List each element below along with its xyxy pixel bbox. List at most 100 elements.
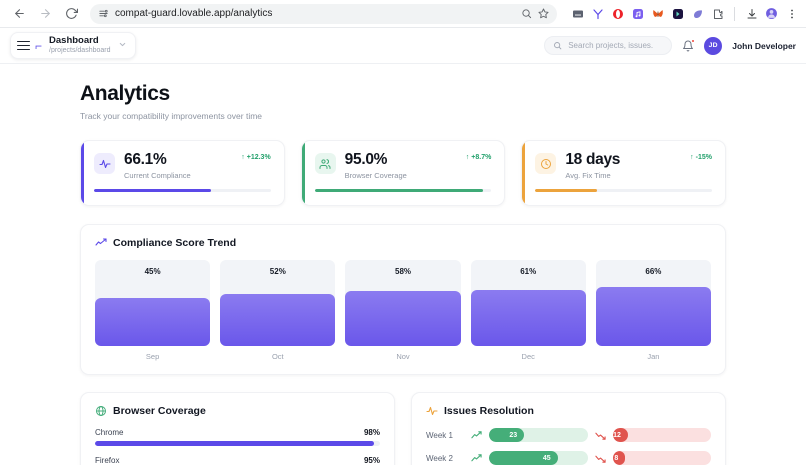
download-icon[interactable] bbox=[745, 7, 758, 20]
issue-week-label: Week 2 bbox=[426, 453, 453, 463]
trend-up-icon bbox=[471, 453, 482, 464]
trend-x-axis: Sep Oct Nov Dec Jan bbox=[95, 352, 711, 361]
stat-label: Current Compliance bbox=[124, 171, 191, 181]
address-bar[interactable]: compat-guard.lovable.app/analytics bbox=[90, 3, 557, 24]
notification-badge bbox=[691, 38, 696, 43]
search-input[interactable] bbox=[568, 41, 662, 50]
bookmark-star-icon[interactable] bbox=[538, 8, 549, 19]
trend-bar-nov[interactable]: 58% bbox=[345, 260, 461, 347]
project-path: /projects/dashboard bbox=[49, 47, 111, 55]
project-switcher[interactable]: ⌐ Dashboard /projects/dashboard bbox=[10, 31, 136, 60]
coverage-rows: Chrome 98% Firefox 95% bbox=[95, 428, 380, 465]
trend-bar-sep[interactable]: 45% bbox=[95, 260, 211, 347]
trend-bar-value: 52% bbox=[269, 267, 286, 277]
panel-title: Browser Coverage bbox=[113, 405, 206, 418]
issues-resolved-fill: 45 bbox=[489, 451, 558, 465]
app-header: ⌐ Dashboard /projects/dashboard JD John … bbox=[0, 28, 806, 64]
issues-opened-fill: 8 bbox=[612, 451, 626, 465]
stat-value: 18 days bbox=[565, 151, 621, 168]
trend-bar-fill bbox=[345, 291, 461, 347]
issues-resolved-fill: 23 bbox=[489, 428, 525, 443]
coverage-row-firefox: Firefox 95% bbox=[95, 456, 380, 465]
profile-avatar-icon[interactable] bbox=[765, 7, 778, 20]
arrow-up-icon: ↑ bbox=[241, 154, 245, 161]
page-title: Analytics bbox=[80, 82, 170, 105]
users-icon bbox=[314, 153, 336, 174]
three-dot-menu-icon[interactable] bbox=[785, 7, 798, 20]
trend-down-icon bbox=[594, 430, 606, 441]
trend-bar-chart: 45% 52% 58% 61% 66% bbox=[95, 260, 712, 347]
trend-bar-dec[interactable]: 61% bbox=[470, 260, 586, 347]
site-settings-icon[interactable] bbox=[98, 8, 109, 19]
stat-value: 95.0% bbox=[344, 151, 388, 168]
trend-bar-jan[interactable]: 66% bbox=[595, 260, 712, 347]
arrow-up-icon: ↑ bbox=[465, 154, 470, 161]
stat-cards: 66.1% Current Compliance ↑ +12.3% 95.0% bbox=[80, 140, 727, 207]
activity-pulse-icon bbox=[94, 153, 115, 174]
stat-progress-fill bbox=[314, 189, 483, 193]
project-title: Dashboard bbox=[49, 34, 99, 46]
puzzle-extension-icon[interactable] bbox=[711, 7, 724, 20]
globe-icon bbox=[95, 405, 107, 417]
coverage-browser-name: Firefox bbox=[95, 456, 120, 465]
omnibox-search-icon[interactable] bbox=[521, 8, 532, 19]
arrow-extension-icon[interactable] bbox=[671, 7, 684, 20]
trend-down-icon bbox=[594, 453, 606, 464]
stat-progress-fill bbox=[94, 189, 211, 193]
hamburger-menu-icon[interactable] bbox=[16, 39, 31, 53]
stat-progress-track bbox=[314, 189, 492, 193]
trend-bar-oct[interactable]: 52% bbox=[220, 260, 336, 347]
back-arrow-icon[interactable] bbox=[8, 3, 30, 25]
chevron-down-icon[interactable] bbox=[118, 40, 127, 51]
trend-bar-fill bbox=[220, 294, 336, 347]
forward-arrow-icon[interactable] bbox=[34, 3, 56, 25]
trend-bar-value: 66% bbox=[645, 267, 662, 277]
global-search[interactable] bbox=[544, 36, 673, 55]
issue-rows: Week 1 23 12 Week 2 45 8 bbox=[426, 428, 711, 465]
coverage-browser-name: Chrome bbox=[95, 428, 124, 438]
coverage-percent: 98% bbox=[363, 428, 380, 438]
yandex-extension-icon[interactable] bbox=[591, 7, 604, 20]
leaf-extension-icon[interactable] bbox=[691, 7, 704, 20]
issues-opened-fill: 12 bbox=[612, 428, 628, 443]
stat-progress-track bbox=[94, 189, 271, 193]
stat-card-avg-fix-time[interactable]: 18 days Avg. Fix Time ↑ -15% bbox=[521, 140, 727, 207]
issues-resolved-track: 45 bbox=[489, 451, 588, 465]
reload-icon[interactable] bbox=[60, 3, 82, 25]
stat-delta-value: -15% bbox=[695, 154, 713, 161]
trend-axis-label: Sep bbox=[145, 352, 160, 362]
stat-progress-track bbox=[535, 189, 713, 193]
stat-delta: ↑ -15% bbox=[690, 154, 712, 161]
bell-icon[interactable] bbox=[682, 38, 696, 52]
trend-bar-value: 58% bbox=[395, 267, 412, 277]
trend-bar-fill bbox=[470, 289, 586, 347]
browser-toolbar: compat-guard.lovable.app/analytics bbox=[0, 0, 806, 28]
issue-week-label: Week 1 bbox=[426, 430, 453, 440]
issues-resolved-track: 23 bbox=[489, 428, 588, 443]
stat-label: Avg. Fix Time bbox=[565, 171, 611, 181]
stat-card-current-compliance[interactable]: 66.1% Current Compliance ↑ +12.3% bbox=[80, 140, 285, 207]
grid-extension-icon[interactable] bbox=[571, 7, 584, 20]
trend-line-icon bbox=[95, 237, 107, 249]
page-content: Analytics Track your compatibility impro… bbox=[0, 64, 806, 465]
stat-card-browser-coverage[interactable]: 95.0% Browser Coverage ↑ +8.7% bbox=[300, 140, 506, 207]
stat-value: 66.1% bbox=[124, 151, 167, 168]
opera-extension-icon[interactable] bbox=[611, 7, 624, 20]
music-extension-icon[interactable] bbox=[631, 7, 644, 20]
stat-delta: ↑ +12.3% bbox=[241, 154, 270, 161]
bottom-panels: Browser Coverage Chrome 98% Firefox 95% Iss… bbox=[80, 392, 726, 465]
stat-delta: ↑ +8.7% bbox=[466, 154, 492, 161]
header-actions: JD John Developer bbox=[544, 36, 796, 55]
stat-delta-value: +8.7% bbox=[471, 154, 492, 161]
avatar[interactable]: JD bbox=[704, 36, 723, 55]
stat-label: Browser Coverage bbox=[344, 171, 407, 181]
panel-title: Issues Resolution bbox=[444, 405, 534, 418]
trend-axis-label: Nov bbox=[396, 352, 410, 362]
butterfly-extension-icon[interactable] bbox=[651, 7, 664, 20]
trend-bar-value: 61% bbox=[520, 267, 537, 277]
coverage-row-chrome: Chrome 98% bbox=[95, 428, 380, 447]
trend-axis-label: Oct bbox=[271, 352, 284, 362]
trend-bar-fill bbox=[95, 298, 211, 347]
trend-up-icon bbox=[471, 430, 482, 441]
clock-icon bbox=[535, 153, 557, 174]
